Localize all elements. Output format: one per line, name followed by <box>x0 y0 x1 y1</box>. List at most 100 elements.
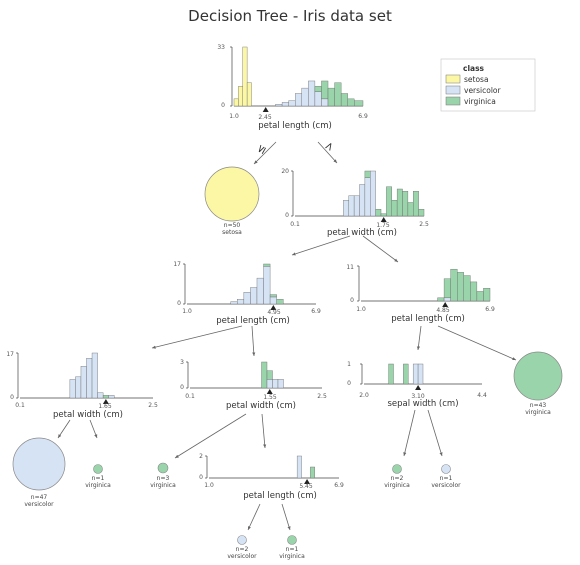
xtick-max: 2.5 <box>148 402 158 409</box>
leaf-virginica-3: n=3 virginica <box>150 462 176 489</box>
split-label-le: ≤ <box>253 142 269 156</box>
leaf-circle <box>287 535 297 545</box>
bar-virginica-16 <box>354 100 364 107</box>
ytick-top: 20 <box>281 168 289 175</box>
leaf-circle <box>93 464 103 474</box>
leaf-count: n=43 <box>530 402 547 409</box>
node-n1-feature: petal width (cm) <box>327 228 397 238</box>
bar-versicolor-5 <box>370 170 376 217</box>
bar-versicolor-9 <box>308 80 316 107</box>
bar-versicolor-2 <box>412 363 419 385</box>
node-root-histogram: 33 0 1.0 2.45 6.9 petal length (cm) <box>217 44 368 131</box>
bar-virginica-14 <box>418 209 425 217</box>
ytick-top: 33 <box>217 44 225 51</box>
threshold-marker <box>270 305 277 310</box>
bar-versicolor-6 <box>269 296 277 305</box>
leaf-versicolor-1: n=1 versicolor <box>431 464 461 489</box>
bar-virginica-3 <box>457 272 464 302</box>
node-n3-histogram: 11 0 1.0 4.85 6.9 petal length (cm) <box>346 264 495 324</box>
node-n5-histogram: 3 0 0.1 1.55 2.5 petal width (cm) <box>180 359 327 411</box>
node-n2-histogram: 17 0 1.0 4.95 6.9 petal length (cm) <box>173 261 321 326</box>
leaf-circle <box>237 535 247 545</box>
bar-virginica-12 <box>407 202 414 217</box>
bar-versicolor-1 <box>443 297 451 302</box>
bar-virginica-1 <box>443 278 451 299</box>
bar-virginica-4 <box>463 275 471 302</box>
bar-virginica-8 <box>386 186 392 217</box>
ytick-top: 1 <box>347 361 351 368</box>
ytick-zero: 0 <box>177 300 181 307</box>
node-n7-histogram: 2 0 1.0 5.45 6.9 petal length (cm) <box>199 453 344 501</box>
bar-versicolor-0 <box>69 379 76 399</box>
xtick-threshold: 2.45 <box>258 114 272 121</box>
bar-virginica-6 <box>375 209 382 217</box>
leaf-class: versicolor <box>431 482 461 489</box>
xtick-threshold: 3.10 <box>411 393 425 400</box>
bar-virginica-1 <box>266 370 273 380</box>
leaf-count: n=50 <box>224 222 241 229</box>
bar-setosa-0 <box>233 98 239 107</box>
node-n6-feature: sepal width (cm) <box>387 399 458 409</box>
xtick-max: 2.5 <box>317 393 327 400</box>
threshold-marker <box>380 217 387 222</box>
edge-n6-right <box>427 409 443 457</box>
leaf-class: versicolor <box>24 501 54 508</box>
edge-n5-right <box>261 413 267 449</box>
bar-versicolor-2 <box>80 366 87 399</box>
leaf-count: n=47 <box>31 494 48 501</box>
bar-versicolor-4 <box>364 177 371 217</box>
bar-versicolor-7 <box>295 93 302 107</box>
node-root-feature: petal length (cm) <box>258 121 332 131</box>
threshold-marker <box>262 107 269 112</box>
bar-virginica-1 <box>310 466 315 479</box>
legend-label-virginica: virginica <box>464 97 496 106</box>
edge-n7-left <box>247 503 261 531</box>
bar-versicolor-1 <box>266 379 273 389</box>
bar-versicolor-0 <box>296 455 302 479</box>
xtick-min: 0.1 <box>290 221 300 228</box>
bar-versicolor-3 <box>277 379 284 389</box>
leaf-circle <box>441 464 451 474</box>
xtick-threshold: 4.95 <box>267 309 281 316</box>
edge-n4-right <box>89 419 98 439</box>
leaf-circle <box>392 464 402 474</box>
threshold-marker <box>266 389 273 394</box>
bar-virginica-13 <box>413 191 419 217</box>
ytick-top: 3 <box>180 359 184 366</box>
bar-virginica-13 <box>334 82 342 107</box>
bar-versicolor-6 <box>288 100 296 107</box>
leaf-count: n=3 <box>157 475 170 482</box>
bar-versicolor-8 <box>301 87 309 107</box>
legend-title: class <box>463 64 485 73</box>
edge-n3-left <box>416 325 422 351</box>
xtick-min: 1.0 <box>229 113 239 120</box>
bar-virginica-4 <box>364 170 371 178</box>
bar-virginica-5 <box>470 281 478 302</box>
bar-virginica-0 <box>388 363 394 385</box>
edge-n2-left <box>151 325 243 349</box>
leaf-virginica-2: n=2 virginica <box>384 464 410 489</box>
legend-swatch-setosa <box>445 74 461 84</box>
xtick-max: 6.9 <box>485 306 495 313</box>
leaf-class: virginica <box>150 482 176 489</box>
edge-n4-left <box>57 419 71 439</box>
leaf-count: n=2 <box>236 546 249 553</box>
leaf-count: n=2 <box>391 475 404 482</box>
leaf-class: setosa <box>222 229 242 236</box>
xtick-min: 2.0 <box>359 392 369 399</box>
xtick-max: 6.9 <box>311 308 321 315</box>
xtick-max: 4.4 <box>477 392 487 399</box>
xtick-threshold: 5.45 <box>299 483 313 490</box>
xtick-threshold: 4.85 <box>436 307 450 314</box>
leaf-virginica-43: n=43 virginica <box>513 351 563 416</box>
edge-n1-left <box>291 235 351 256</box>
node-n5-feature: petal width (cm) <box>226 401 296 411</box>
leaf-circle <box>204 166 260 222</box>
bar-versicolor-2 <box>353 195 360 217</box>
edge-n6-left <box>403 409 416 457</box>
threshold-marker <box>442 302 449 307</box>
xtick-threshold: 1.75 <box>376 222 390 229</box>
bar-versicolor-3 <box>250 287 258 305</box>
node-n7-feature: petal length (cm) <box>243 491 317 501</box>
bar-versicolor-2 <box>272 379 279 389</box>
